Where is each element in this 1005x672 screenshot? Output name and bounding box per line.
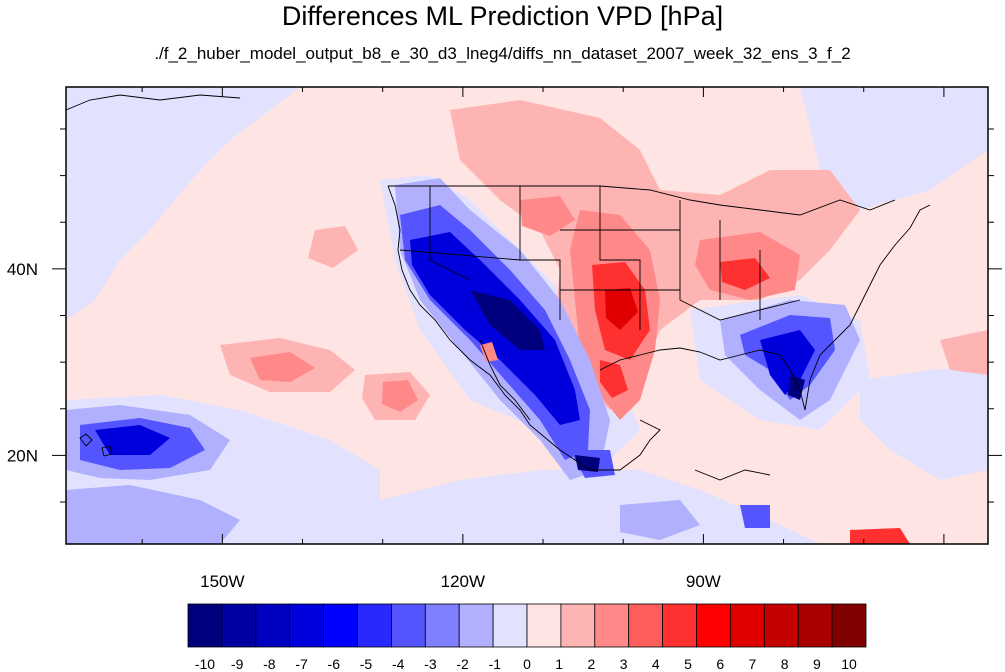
colorbar-box [390, 603, 426, 648]
colorbar-box [424, 603, 460, 648]
colorbar-box [526, 603, 562, 648]
colorbar-label: -8 [263, 656, 276, 672]
field-positive-7 [605, 288, 638, 330]
x-tick-label: 120W [441, 572, 485, 591]
map-subtitle: ./f_2_huber_model_output_b8_e_30_d3_lneg… [154, 44, 851, 63]
colorbar-label: -2 [456, 656, 469, 672]
colorbar-labels: -10 -9 -8 -7 -6 -5 -4 -3 -2 -1 0 1 2 3 4 5 6 7 8 9 10 [195, 656, 857, 672]
colorbar-box [492, 603, 528, 648]
colorbar-box [763, 603, 799, 648]
map-title: Differences ML Prediction VPD [hPa] [281, 1, 724, 31]
coastlines-boundaries [66, 94, 931, 481]
colorbar-box [289, 603, 325, 648]
colorbar-box [357, 603, 392, 648]
colorbar-box [628, 603, 664, 648]
colorbar-box [221, 603, 257, 648]
colorbar-label: 9 [813, 656, 821, 672]
colorbar-label: 10 [841, 656, 857, 672]
x-tick-label: 150W [200, 572, 244, 591]
map-field [66, 87, 988, 544]
colorbar-box [458, 603, 494, 648]
colorbar-label: 6 [716, 656, 724, 672]
colorbar-label: 0 [523, 656, 531, 672]
colorbar-label: 8 [781, 656, 789, 672]
axis-ticks [52, 87, 1002, 544]
colorbar-label: -3 [424, 656, 437, 672]
colorbar-box [730, 603, 765, 648]
colorbar-box [594, 603, 630, 648]
y-tick-label: 40N [7, 260, 38, 279]
colorbar-box [797, 603, 833, 648]
colorbar-label: -5 [360, 656, 373, 672]
colorbar-label: -4 [392, 656, 405, 672]
colorbar-box [696, 603, 731, 648]
y-axis-labels: 40N 20N [7, 260, 38, 466]
colorbar-label: 5 [684, 656, 692, 672]
y-tick-label: 20N [7, 446, 38, 465]
field-positive-gulf-california [480, 342, 498, 362]
colorbar-label: 4 [652, 656, 660, 672]
colorbar-label: 3 [620, 656, 628, 672]
colorbar-label: -9 [231, 656, 244, 672]
x-axis-labels: 150W 120W 90W [200, 572, 721, 591]
field-positive-2 [220, 100, 988, 420]
x-tick-label: 90W [686, 572, 721, 591]
colorbar-label: -10 [195, 656, 215, 672]
colorbar-label: 2 [588, 656, 596, 672]
colorbar-label: 1 [555, 656, 563, 672]
colorbar [187, 603, 867, 648]
colorbar-label: -1 [489, 656, 502, 672]
colorbar-box [662, 603, 697, 648]
colorbar-label: 7 [749, 656, 757, 672]
colorbar-box [560, 603, 596, 648]
colorbar-label: -6 [328, 656, 341, 672]
colorbar-box [187, 603, 223, 648]
colorbar-box [323, 603, 358, 648]
colorbar-label: -7 [295, 656, 308, 672]
colorbar-box [255, 603, 291, 648]
colorbar-box [831, 603, 867, 648]
